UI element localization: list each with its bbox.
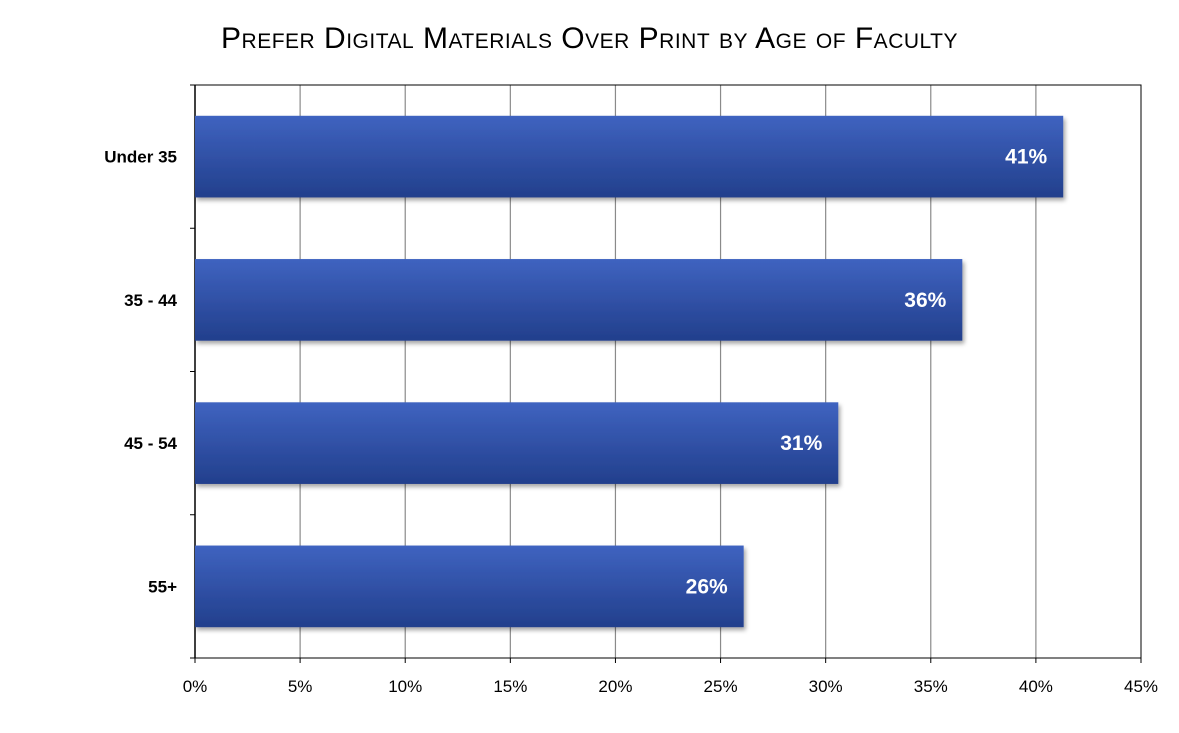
x-tick-label: 0% — [183, 677, 208, 696]
data-label: 36% — [904, 289, 946, 312]
bar — [195, 259, 963, 341]
x-tick-label: 15% — [493, 677, 527, 696]
category-label: Under 35 — [104, 148, 177, 167]
x-tick-label: 35% — [914, 677, 948, 696]
bar — [195, 115, 1064, 198]
x-tick-label: 40% — [1019, 677, 1053, 696]
labels: 0% 5% 10% 15% 20% 25% 30% 35% 40% 45% Under 35 41% 3… — [104, 146, 1158, 696]
data-label: 26% — [686, 575, 728, 598]
category-label: 55+ — [148, 577, 177, 596]
category-label: 35 - 44 — [124, 291, 177, 310]
data-label: 41% — [1005, 146, 1047, 169]
bar — [195, 545, 744, 628]
x-tick-label: 45% — [1124, 677, 1158, 696]
bar — [195, 402, 839, 484]
x-tick-label: 10% — [388, 677, 422, 696]
x-tick-label: 30% — [809, 677, 843, 696]
x-tick-label: 20% — [598, 677, 632, 696]
data-label: 31% — [780, 432, 822, 455]
category-label: 45 - 54 — [124, 434, 177, 453]
bars — [195, 115, 1064, 628]
x-tick-label: 25% — [704, 677, 738, 696]
chart-title: Prefer Digital Materials Over Print by A… — [221, 22, 958, 55]
x-tick-label: 5% — [288, 677, 313, 696]
